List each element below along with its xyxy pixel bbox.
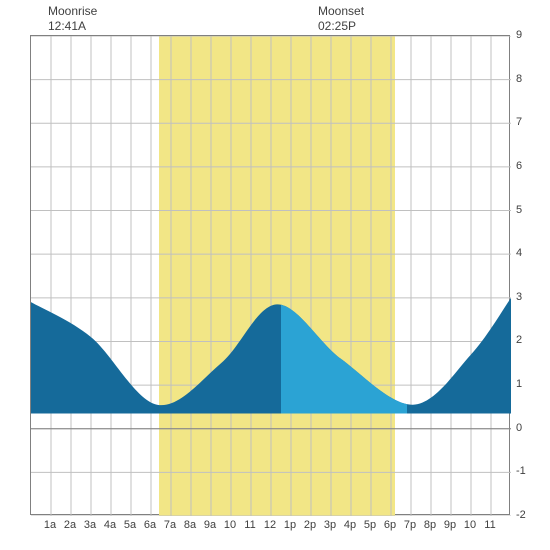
y-tick-label: 2 — [516, 334, 522, 346]
tide-area — [31, 298, 511, 414]
y-tick-label: 7 — [516, 116, 522, 128]
y-tick-label: 8 — [516, 73, 522, 85]
x-tick-label: 6a — [144, 519, 156, 531]
plot-area — [30, 35, 510, 515]
x-tick-label: 5a — [124, 519, 136, 531]
x-tick-label: 4p — [344, 519, 356, 531]
x-tick-label: 2p — [304, 519, 316, 531]
y-tick-label: 3 — [516, 291, 522, 303]
moonrise-label: Moonrise 12:41A — [48, 4, 97, 34]
x-tick-label: 9a — [204, 519, 216, 531]
x-tick-label: 1a — [44, 519, 56, 531]
x-tick-label: 3a — [84, 519, 96, 531]
moonset-title: Moonset — [318, 4, 364, 18]
y-tick-label: 9 — [516, 29, 522, 41]
x-tick-label: 3p — [324, 519, 336, 531]
x-tick-label: 11 — [484, 519, 495, 531]
x-tick-label: 6p — [384, 519, 396, 531]
y-tick-label: 1 — [516, 378, 522, 390]
moonrise-title: Moonrise — [48, 4, 97, 18]
daylight-band — [159, 36, 395, 516]
x-tick-label: 7p — [404, 519, 416, 531]
x-tick-label: 5p — [364, 519, 376, 531]
y-tick-label: 6 — [516, 160, 522, 172]
x-tick-label: 1p — [284, 519, 296, 531]
moonset-time: 02:25P — [318, 19, 356, 33]
x-tick-label: 11 — [244, 519, 255, 531]
y-tick-label: -2 — [516, 509, 526, 521]
y-tick-label: 0 — [516, 422, 522, 434]
x-tick-label: 2a — [64, 519, 76, 531]
x-tick-label: 9p — [444, 519, 456, 531]
x-tick-label: 7a — [164, 519, 176, 531]
plot-svg — [31, 36, 511, 516]
x-tick-label: 10 — [464, 519, 476, 531]
y-tick-label: 4 — [516, 247, 522, 259]
y-tick-label: -1 — [516, 465, 526, 477]
x-tick-label: 10 — [224, 519, 236, 531]
moonrise-time: 12:41A — [48, 19, 86, 33]
x-tick-label: 4a — [104, 519, 116, 531]
tide-chart: Moonrise 12:41A Moonset 02:25P 1a 2a 3a 4a 5a 6… — [0, 0, 550, 550]
x-tick-label: 12 — [264, 519, 276, 531]
x-tick-label: 8p — [424, 519, 436, 531]
x-tick-label: 8a — [184, 519, 196, 531]
y-tick-label: 5 — [516, 204, 522, 216]
moonset-label: Moonset 02:25P — [318, 4, 364, 34]
